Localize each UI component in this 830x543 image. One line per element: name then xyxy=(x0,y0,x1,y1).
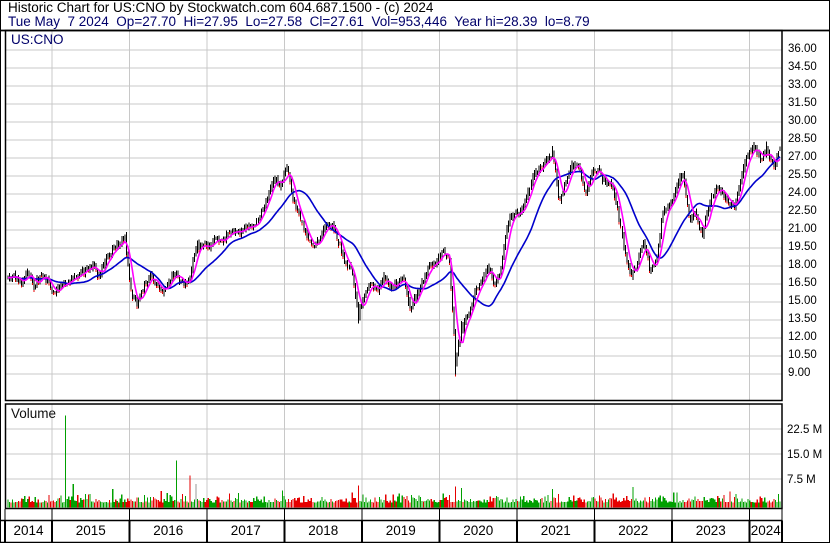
price-axis-label: 9.00 xyxy=(788,367,811,379)
year-label: 2015 xyxy=(75,523,106,538)
chart-title: Historic Chart for US:CNO by Stockwatch.… xyxy=(8,0,434,15)
price-axis-label: 27.00 xyxy=(788,151,817,163)
year-label: 2016 xyxy=(153,523,184,538)
price-axis-label: 36.00 xyxy=(788,43,817,55)
year-label: 2019 xyxy=(385,523,416,538)
price-axis-label: 21.00 xyxy=(788,223,817,235)
price-axis-label: 22.50 xyxy=(788,205,817,217)
year-label: 2021 xyxy=(540,523,571,538)
year-label: 2024 xyxy=(750,523,781,538)
year-label: 2023 xyxy=(695,523,726,538)
price-axis-label: 28.50 xyxy=(788,133,817,145)
price-axis-label: 19.50 xyxy=(788,241,817,253)
year-label: 2017 xyxy=(230,523,261,538)
price-axis-label: 16.50 xyxy=(788,277,817,289)
volume-axis-label: 15.0 M xyxy=(787,449,823,461)
year-label: 2018 xyxy=(308,523,339,538)
volume-axis-label: 7.5 M xyxy=(787,474,816,486)
price-axis-label: 12.00 xyxy=(788,331,817,343)
symbol-label: US:CNO xyxy=(11,32,64,47)
price-axis-label: 33.00 xyxy=(788,79,817,91)
price-axis-label: 10.50 xyxy=(788,349,817,361)
quote-info-line: Tue May 7 2024 Op=27.70 Hi=27.95 Lo=27.5… xyxy=(8,14,590,29)
volume-panel-label: Volume xyxy=(11,406,57,421)
year-label: 2020 xyxy=(463,523,494,538)
volume-axis-label: 22.5 M xyxy=(787,424,823,436)
price-axis-label: 13.50 xyxy=(788,313,817,325)
price-axis-label: 18.00 xyxy=(788,259,817,271)
price-axis-label: 25.50 xyxy=(788,169,817,181)
price-axis-label: 31.50 xyxy=(788,97,817,109)
price-axis-label: 34.50 xyxy=(788,61,817,73)
price-axis-label: 30.00 xyxy=(788,115,817,127)
price-axis-label: 24.00 xyxy=(788,187,817,199)
year-label: 2014 xyxy=(13,523,44,538)
year-label: 2022 xyxy=(618,523,649,538)
price-axis-label: 15.00 xyxy=(788,295,817,307)
